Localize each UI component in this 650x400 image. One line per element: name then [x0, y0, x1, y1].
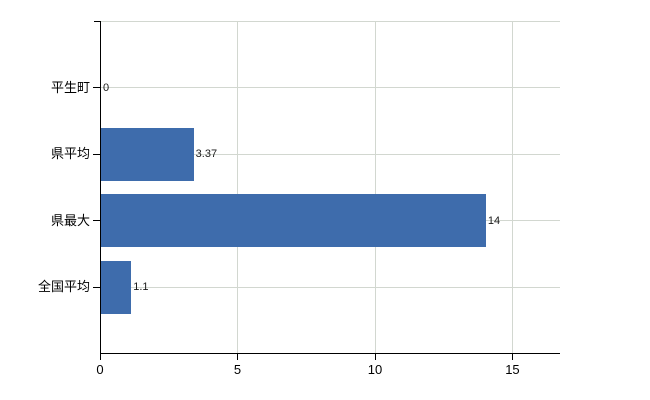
- y-axis-tick: [93, 87, 100, 89]
- plot-top-gridline: [100, 21, 560, 22]
- x-tick-label: 0: [96, 362, 104, 377]
- x-axis-tick: [100, 354, 101, 360]
- category-label: 全国平均: [37, 279, 90, 295]
- category-label: 平生町: [50, 79, 90, 95]
- y-axis-tick: [93, 153, 100, 155]
- vertical-gridline: [237, 21, 239, 354]
- bar: [101, 127, 194, 181]
- x-tick-label: 15: [505, 362, 520, 377]
- x-tick-label: 5: [233, 362, 242, 377]
- category-gridline: [100, 153, 560, 155]
- y-axis-tick: [93, 286, 100, 288]
- vertical-gridline: [512, 21, 514, 354]
- x-tick-label: 10: [367, 362, 383, 377]
- bar: [101, 194, 486, 248]
- x-axis-tick: [237, 354, 239, 360]
- x-axis-tick: [512, 354, 514, 360]
- category-label: 県最大: [50, 212, 90, 228]
- y-axis-tick: [93, 220, 100, 222]
- category-label: 県平均: [50, 146, 90, 162]
- y-axis-top-tick: [94, 21, 100, 22]
- category-gridline: [100, 87, 560, 89]
- x-axis-tick: [374, 354, 376, 360]
- x-axis-line: [100, 353, 560, 354]
- bar-value-label: 0: [103, 81, 110, 94]
- vertical-gridline: [374, 21, 376, 354]
- bar: [101, 260, 132, 314]
- category-gridline: [100, 286, 560, 288]
- bar-value-label: 14: [487, 214, 501, 227]
- bar-value-label: 3.37: [195, 148, 218, 161]
- y-axis-line: [100, 21, 101, 355]
- bar-value-label: 1.1: [133, 281, 149, 294]
